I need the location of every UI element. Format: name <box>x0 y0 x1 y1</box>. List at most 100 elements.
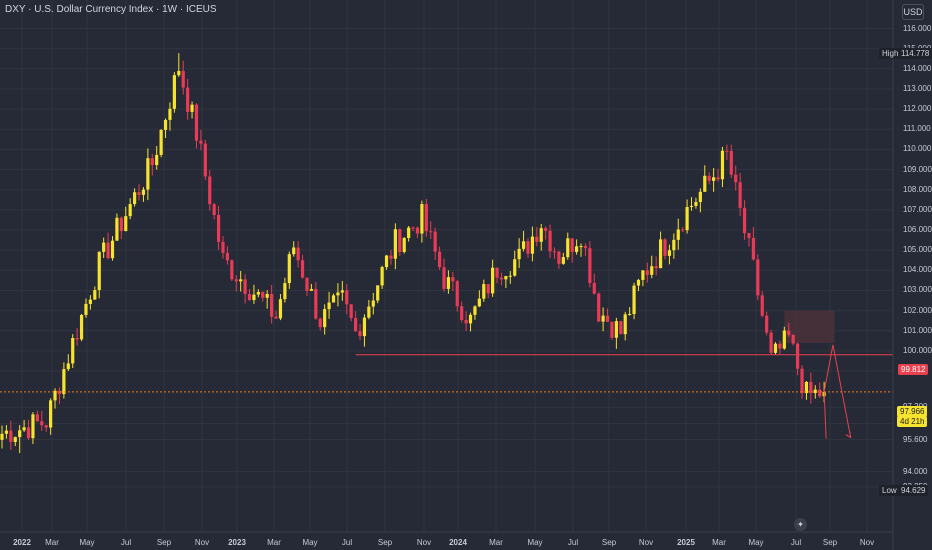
candle-up <box>813 389 817 394</box>
candle-down <box>751 237 755 260</box>
y-tick-label: 103.000 <box>903 285 932 295</box>
candle-down <box>234 279 238 282</box>
x-tick-label: May <box>527 538 543 547</box>
y-tick-label: 111.000 <box>903 124 931 134</box>
candle-down <box>296 247 300 261</box>
candle-up <box>804 381 809 394</box>
candle-down <box>442 267 446 289</box>
candle-up <box>667 250 672 256</box>
low-value-badge: 94.629 <box>898 485 929 496</box>
candle-up <box>628 313 632 315</box>
candle-up <box>650 266 654 275</box>
candle-up <box>4 430 9 434</box>
candle-up <box>133 192 137 205</box>
candle-up <box>402 237 406 252</box>
candle-down <box>424 204 428 232</box>
x-tick-label: Jul <box>567 538 579 547</box>
candle-up <box>53 390 57 401</box>
y-tick-label: 110.000 <box>903 144 932 154</box>
candle-down <box>610 321 614 338</box>
candle-up <box>658 239 663 269</box>
candle-up <box>407 227 411 238</box>
candle-down <box>787 330 791 335</box>
candle-up <box>517 248 521 260</box>
candle-up <box>601 315 605 322</box>
candle-up <box>66 363 70 370</box>
candle-down <box>203 143 207 177</box>
candle-up <box>190 104 194 112</box>
candle-up <box>614 321 618 338</box>
candle-down <box>552 251 557 253</box>
candle-up <box>163 119 168 130</box>
candle-down <box>75 337 79 340</box>
x-tick-label: Nov <box>638 538 654 547</box>
candle-down <box>247 293 252 301</box>
candle-down <box>9 430 13 442</box>
candle-down <box>243 279 247 294</box>
candle-up <box>579 246 583 248</box>
x-tick-label: 2023 <box>228 538 246 547</box>
candle-down <box>57 390 62 395</box>
candle-up <box>177 70 181 76</box>
candle-up <box>367 306 371 318</box>
candle-down <box>455 281 459 307</box>
candle-up <box>384 255 389 268</box>
candle-down <box>349 304 353 319</box>
candle-up <box>676 229 680 240</box>
candle-up <box>252 294 256 301</box>
candle-down <box>747 233 751 238</box>
candle-down <box>181 70 185 88</box>
candle-down <box>415 227 420 234</box>
y-tick-label: 101.000 <box>903 325 932 335</box>
candle-down <box>137 192 141 195</box>
candle-down <box>725 150 729 152</box>
candle-down <box>274 316 278 319</box>
candle-up <box>49 400 53 428</box>
candle-down <box>619 321 623 335</box>
candle-up <box>97 251 101 291</box>
level-lines <box>0 354 893 393</box>
candle-up <box>446 277 451 289</box>
candle-down <box>818 389 822 397</box>
y-tick-label: 100.000 <box>903 345 932 355</box>
candle-down <box>230 260 234 280</box>
candle-down <box>464 319 468 324</box>
candle-up <box>685 207 689 231</box>
candle-up <box>689 205 694 208</box>
candle-up <box>521 241 526 249</box>
candle-down <box>526 241 530 254</box>
x-tick-label: Sep <box>377 538 393 547</box>
candle-down <box>544 228 548 231</box>
candle-up <box>327 302 331 310</box>
candle-down <box>44 425 48 428</box>
candle-down <box>729 150 733 175</box>
high-tag: High <box>879 48 902 59</box>
candle-up <box>62 369 66 395</box>
candle-up <box>323 309 327 328</box>
candle-up <box>698 191 702 203</box>
candle-up <box>376 285 380 301</box>
candle-down <box>734 174 738 183</box>
currency-button[interactable]: USD <box>902 4 924 20</box>
tradingview-logo-icon[interactable]: ✦ <box>794 518 807 531</box>
candle-down <box>26 427 31 439</box>
candle-down <box>389 255 393 259</box>
candle-down <box>499 277 504 280</box>
candle-up <box>340 290 344 293</box>
candle-down <box>358 331 362 337</box>
candle-up <box>256 291 260 295</box>
candle-down <box>433 231 437 252</box>
candle-up <box>632 285 636 314</box>
candle-up <box>79 314 84 340</box>
x-tick-label: Sep <box>601 538 617 547</box>
candle-up <box>278 299 283 319</box>
x-tick-label: May <box>79 538 95 547</box>
candle-down <box>318 318 322 328</box>
candle-up <box>336 292 340 296</box>
low-tag: Low <box>879 485 900 496</box>
candle-down <box>398 229 402 252</box>
candle-up <box>155 154 159 166</box>
y-tick-label: 112.000 <box>903 104 932 114</box>
